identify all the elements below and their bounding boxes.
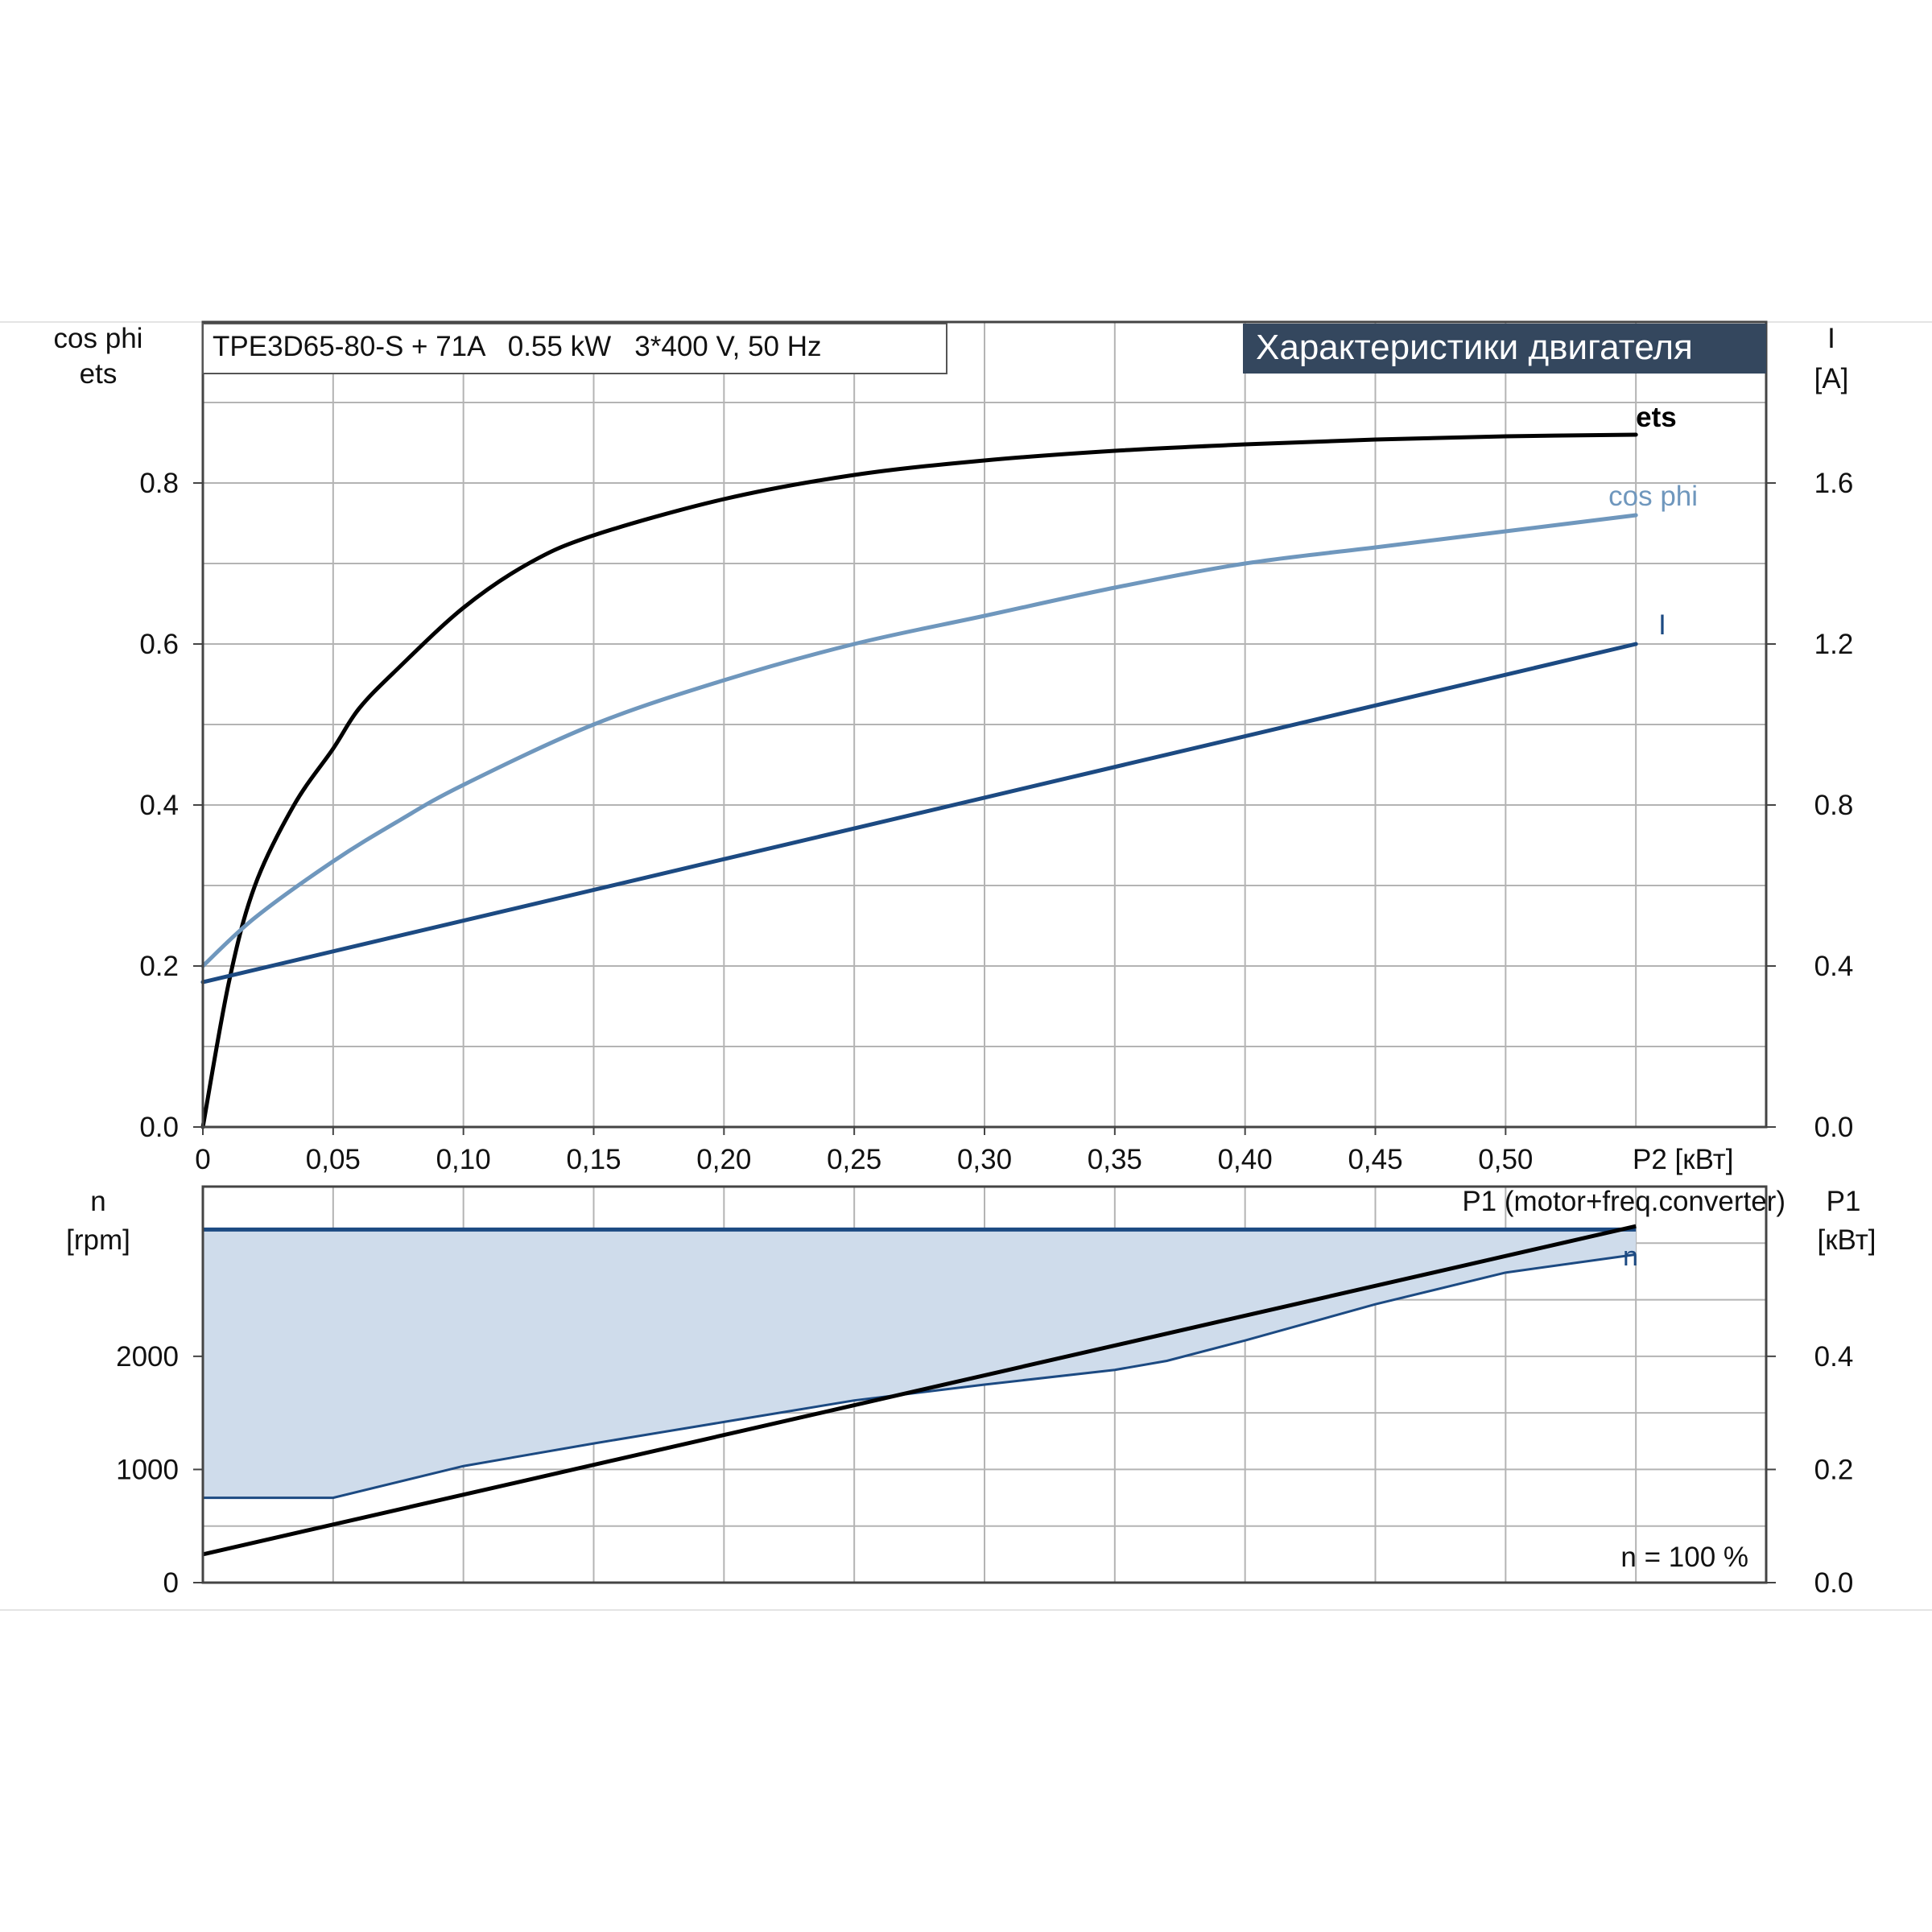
upper-x-ticks: 0 0,05 0,10 0,15 0,20 0,25 0,30 0,35 0,40 0,45 0,5…	[195, 1127, 1533, 1175]
upper-left-tick-label: 0.0	[139, 1112, 179, 1143]
upper-right-tick-label: 1.2	[1814, 629, 1854, 660]
speed-annotation: n = 100 %	[1620, 1542, 1748, 1573]
speed-range-area	[203, 1229, 1637, 1498]
lower-left-tick-label: 0	[163, 1567, 179, 1599]
p1-line	[202, 1224, 1637, 1557]
current-curve-label: I	[1658, 609, 1666, 641]
lower-plot-border	[201, 1185, 1768, 1584]
upper-x-tick-label: 0,20	[696, 1144, 751, 1175]
upper-left-tick-label: 0.6	[139, 629, 179, 660]
lower-left-axis-label-1: n	[90, 1186, 105, 1217]
upper-x-tick-label: 0,10	[436, 1144, 491, 1175]
lower-left-ticks: 0 1000 2000	[116, 1341, 203, 1599]
upper-x-tick-label: 0,45	[1348, 1144, 1402, 1175]
lower-series	[202, 1224, 1637, 1557]
upper-x-tick-label: 0,35	[1088, 1144, 1142, 1175]
upper-x-axis-label: P2 [кВт]	[1633, 1144, 1734, 1175]
lower-right-tick-label: 0.4	[1814, 1341, 1854, 1373]
upper-left-ticks: 0.0 0.2 0.4 0.6 0.8	[139, 468, 203, 1143]
banner-title: Характеристики двигателя	[1256, 328, 1693, 367]
n-curve-label: n	[1623, 1241, 1638, 1272]
upper-right-ticks: 0.0 0.4 0.8 1.2 1.6	[1766, 468, 1853, 1143]
upper-right-axis-label-1: I	[1827, 323, 1835, 354]
upper-x-tick-label: 0,25	[827, 1144, 881, 1175]
upper-x-tick-label: 0,50	[1478, 1144, 1533, 1175]
ets-curve	[200, 432, 1638, 1129]
lower-left-tick-label: 1000	[116, 1454, 179, 1485]
cos-phi-curve	[200, 513, 1638, 968]
upper-series	[200, 432, 1638, 1129]
upper-left-tick-label: 0.2	[139, 951, 179, 982]
upper-right-tick-label: 0.8	[1814, 790, 1854, 821]
lower-right-axis-label-1: P1	[1827, 1186, 1861, 1217]
upper-right-axis-label-2: [A]	[1814, 363, 1849, 394]
lower-right-ticks: 0.0 0.2 0.4	[1766, 1341, 1853, 1599]
upper-left-tick-label: 0.8	[139, 468, 179, 499]
header-box	[202, 323, 947, 374]
lower-right-axis-label-2: [кВт]	[1818, 1224, 1876, 1256]
upper-x-tick-label: 0,15	[566, 1144, 621, 1175]
n-min-line	[203, 1253, 1637, 1500]
cos-phi-curve-label: cos phi	[1608, 481, 1698, 512]
upper-grid	[203, 321, 1766, 1127]
current-curve	[200, 642, 1638, 985]
upper-left-axis-label-2: ets	[80, 358, 118, 390]
lower-left-axis-label-2: [rpm]	[66, 1224, 130, 1256]
upper-x-tick-label: 0,30	[957, 1144, 1012, 1175]
lower-right-tick-label: 0.0	[1814, 1567, 1854, 1599]
upper-x-tick-label: 0,40	[1218, 1144, 1273, 1175]
upper-right-tick-label: 0.4	[1814, 951, 1854, 982]
ets-curve-label: ets	[1636, 402, 1677, 433]
lower-plot: 0 1000 2000 0.0 0.2 0.4 n [rpm] P1 [кВт] P1 …	[66, 1185, 1876, 1599]
upper-right-tick-label: 0.0	[1814, 1112, 1854, 1143]
p1-curve-label: P1 (motor+freq.converter)	[1462, 1186, 1785, 1217]
header-box-text: TPE3D65-80-S + 71A 0.55 kW 3*400 V, 50 H…	[213, 331, 822, 362]
upper-x-tick-label: 0	[195, 1144, 210, 1175]
upper-series-labels: ets cos phi I	[1608, 402, 1698, 641]
lower-right-tick-label: 0.2	[1814, 1454, 1854, 1485]
lower-left-tick-label: 2000	[116, 1341, 179, 1373]
upper-left-axis-label-1: cos phi	[54, 323, 143, 354]
upper-x-tick-label: 0,05	[306, 1144, 361, 1175]
upper-left-tick-label: 0.4	[139, 790, 179, 821]
banner	[1243, 324, 1766, 374]
upper-right-tick-label: 1.6	[1814, 468, 1854, 499]
upper-plot: 0 0,05 0,10 0,15 0,20 0,25 0,30 0,35 0,40 0,45 0,5…	[54, 320, 1853, 1175]
